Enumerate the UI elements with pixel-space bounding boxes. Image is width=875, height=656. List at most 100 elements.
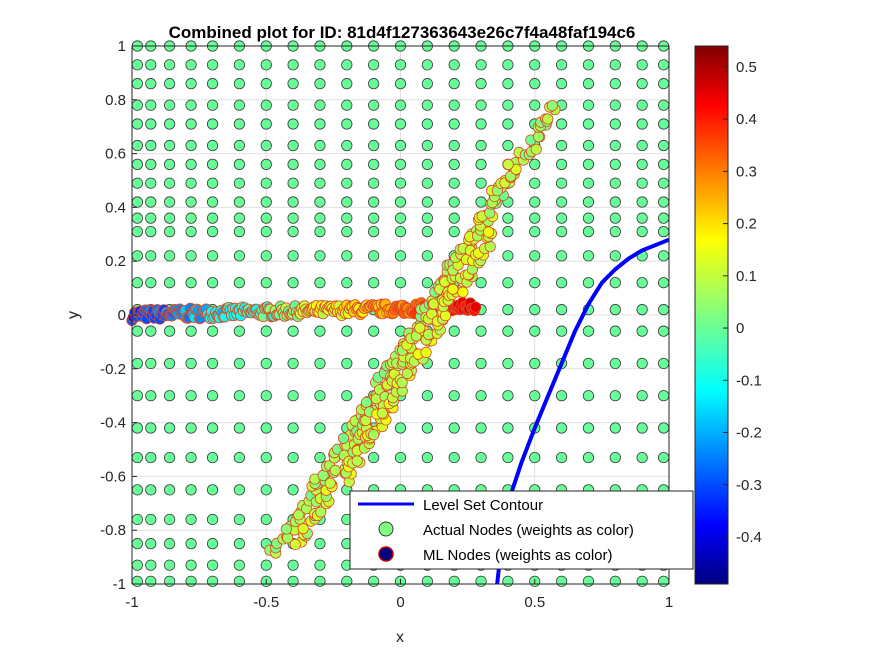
actual-node [341,78,353,90]
actual-node [448,139,460,152]
actual-node [502,212,514,224]
colorbar-tick-label: 0.5 [736,59,757,76]
actual-node [636,451,648,464]
y-tick-label: 1 [118,38,126,55]
actual-node [582,357,595,370]
actual-node [145,177,157,189]
actual-node [260,357,272,370]
actual-node [145,139,157,152]
actual-node [314,250,326,262]
actual-node [529,390,541,402]
actual-node [233,575,245,587]
actual-node [636,226,648,238]
actual-node [658,177,670,189]
actual-node [163,422,176,434]
actual-node [206,575,219,587]
actual-node [636,177,648,189]
actual-node [260,250,272,262]
legend-ml-swatch [378,546,394,562]
actual-node [260,78,272,90]
actual-node [260,59,272,71]
actual-node [421,212,433,224]
actual-node [609,158,621,170]
actual-node [582,177,595,189]
ml-node [439,310,452,322]
ml-node [457,286,469,298]
actual-node [287,158,299,170]
actual-node [145,484,157,496]
y-tick-label: -1 [113,576,126,593]
actual-node [368,451,380,464]
actual-node [163,118,176,130]
actual-node [421,196,433,208]
actual-node [555,212,568,224]
actual-node [609,575,621,587]
actual-node [636,139,648,152]
actual-node [421,99,433,111]
actual-node [636,325,648,337]
actual-node [609,250,621,262]
actual-node [448,196,460,208]
actual-node [636,212,648,224]
actual-node [233,158,245,170]
actual-node [658,575,670,587]
actual-node [163,484,176,496]
actual-node [555,59,568,71]
actual-node [475,118,487,130]
actual-node [233,538,245,550]
ml-node [396,377,408,389]
legend-label-contour: Level Set Contour [423,497,543,514]
actual-node [475,277,487,289]
actual-node [287,390,299,402]
actual-node [287,99,299,111]
actual-node [658,212,670,224]
actual-node [145,158,157,170]
y-tick-label: 0.6 [105,146,126,163]
actual-node [636,78,648,90]
actual-node [163,78,176,90]
actual-node [502,118,514,130]
actual-node [555,118,568,130]
actual-node [185,59,197,71]
actual-node [145,451,157,464]
actual-node [658,118,670,130]
actual-node [582,139,595,152]
actual-node [475,357,487,370]
actual-node [233,226,245,238]
actual-node [394,277,407,289]
actual-node [368,277,380,289]
actual-node [287,139,299,152]
actual-node [368,59,380,71]
colorbar-gradient [694,45,729,585]
actual-node [658,304,670,316]
legend-actual-swatch [378,521,394,537]
actual-node [658,196,670,208]
actual-node [233,422,245,434]
actual-node [163,325,176,337]
actual-node [341,575,353,587]
actual-node [163,177,176,189]
ml-node [289,538,301,551]
actual-node [314,118,326,130]
actual-node [145,422,157,434]
ml-node [376,407,388,419]
actual-node [448,451,460,464]
actual-node [260,559,272,571]
actual-node [314,575,326,587]
actual-node [582,390,595,402]
actual-node [131,78,143,90]
actual-node [233,390,245,402]
actual-node [185,177,197,189]
ml-node [482,226,495,238]
actual-node [421,250,433,262]
y-tick-label: -0.2 [100,361,126,378]
actual-node [185,325,197,337]
actual-node [609,325,621,337]
actual-node [394,226,407,238]
ml-node [401,367,413,380]
actual-node [233,212,245,224]
actual-node [185,99,197,111]
actual-node [368,575,380,587]
actual-node [163,212,176,224]
ml-node [368,429,380,441]
